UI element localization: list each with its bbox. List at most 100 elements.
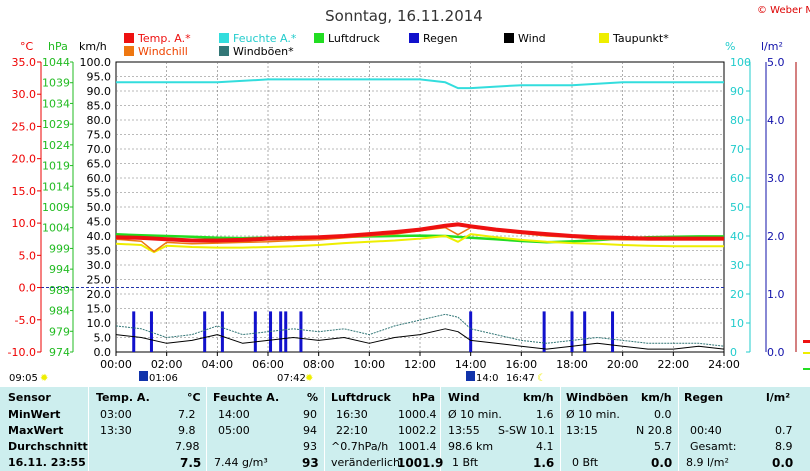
temp-tick-label: -10.0 <box>8 346 36 359</box>
legend-label-temp: Temp. A.* <box>137 32 191 45</box>
press-tick-label: 1014 <box>42 180 70 193</box>
hum-tick-label: 20 <box>730 288 744 301</box>
wind-tick-label: 60.0 <box>87 172 112 185</box>
hum-tick-label: 40 <box>730 230 744 243</box>
rain-tick-label: 2.0 <box>767 230 785 243</box>
stats-header-wind-unit: km/h <box>523 391 554 404</box>
sun-icon-left: ✹ <box>40 373 48 384</box>
series-lines <box>115 78 725 350</box>
rain-tick-label: 1.0 <box>767 288 785 301</box>
stats-cell: 1 Bft <box>452 456 479 469</box>
temp-tick-label: 25.0 <box>12 120 37 133</box>
rain-unit-label: l/m² <box>761 40 783 53</box>
temp-tick-label: 0.0 <box>19 282 37 295</box>
rain-tick-label: 4.0 <box>767 114 785 127</box>
series-line-temp <box>115 222 724 243</box>
temp-tick-label: -5.0 <box>15 314 36 327</box>
wind-tick-label: 35.0 <box>87 245 112 258</box>
stats-cell: veränderlich <box>331 456 400 469</box>
stats-row-label: Durchschnitt <box>8 440 88 453</box>
rain-tick-label: 3.0 <box>767 172 785 185</box>
stats-cell: 93 <box>303 440 317 453</box>
time-tick-label: 08:00 <box>303 358 335 371</box>
hum-tick-label: 30 <box>730 259 744 272</box>
temp-tick-label: 15.0 <box>12 185 37 198</box>
hum-unit-label: % <box>725 40 735 53</box>
hum-tick-label: 90 <box>730 85 744 98</box>
rain-bar <box>253 311 257 352</box>
stats-cell: N 20.8 <box>636 424 673 437</box>
legend-label-rain: Regen <box>423 32 458 45</box>
time-tick-label: 06:00 <box>252 358 284 371</box>
temp-tick-label: 30.0 <box>12 88 37 101</box>
chart-title: Sonntag, 16.11.2014 <box>325 7 483 25</box>
stats-cell: 7.98 <box>175 440 200 453</box>
temp-unit-label: °C <box>20 40 34 53</box>
wind-tick-label: 80.0 <box>87 114 112 127</box>
time-tick-label: 14:00 <box>455 358 487 371</box>
stats-separator <box>324 387 325 471</box>
rain-bar <box>611 311 615 352</box>
stats-cell: 00:40 <box>690 424 722 437</box>
left-time-label: 09:05 <box>9 373 38 384</box>
time-tick-label: 12:00 <box>404 358 436 371</box>
rain-axis: 5.0 4.0 3.0 2.0 1.0 0.0 <box>767 56 785 359</box>
wind-tick-label: 75.0 <box>87 129 112 142</box>
series-line-gust <box>115 313 725 347</box>
temp-tick-label: 5.0 <box>19 249 37 262</box>
rain-bar <box>469 311 473 352</box>
wind-axis: 100.0 95.090.0 85.080.0 75.070.0 65.060.0 55.… <box>80 56 112 359</box>
time-axis: 00:00 02:00 04:00 06:00 08:00 10:00 12:00 14:00… <box>100 352 740 371</box>
stats-cell: 7.44 g/m³ <box>214 456 268 469</box>
stats-cell: 7.5 <box>180 456 202 470</box>
stats-separator <box>440 387 441 471</box>
sunrise-time: 07:42 <box>277 373 306 384</box>
time-tick-label: 10:00 <box>353 358 385 371</box>
stats-cell: 4.1 <box>536 440 554 453</box>
wind-tick-label: 15.0 <box>87 303 112 316</box>
stats-separator <box>560 387 561 471</box>
stats-cell: 7.2 <box>178 408 196 421</box>
stats-cell: 8.9 l/m² <box>686 456 729 469</box>
legend-swatch-temp <box>124 33 134 43</box>
legend-label-windchill: Windchill <box>138 45 188 58</box>
stats-header-rain: Regen <box>684 391 724 404</box>
press-tick-label: 984 <box>49 305 70 318</box>
wind-tick-label: 95.0 <box>87 71 112 84</box>
stats-panel: Sensor Temp. A. °C Feuchte A. % Luftdruc… <box>0 387 810 471</box>
stats-header-hum-unit: % <box>307 391 319 404</box>
stats-cell: Ø 10 min. <box>566 408 620 421</box>
legend-swatch-wind <box>504 33 514 43</box>
time-tick-label: 24:00 <box>708 358 740 371</box>
stats-header-press: Luftdruck <box>331 391 391 404</box>
wind-unit-label: km/h <box>79 40 107 53</box>
wind-tick-label: 65.0 <box>87 158 112 171</box>
stats-cell: 0.0 <box>654 408 672 421</box>
wind-tick-label: 45.0 <box>87 216 112 229</box>
wind-tick-label: 100.0 <box>80 56 112 69</box>
hum-tick-label: 70 <box>730 143 744 156</box>
rain-bar <box>299 311 303 352</box>
wind-tick-label: 20.0 <box>87 288 112 301</box>
wind-tick-label: 10.0 <box>87 317 112 330</box>
rain-bar <box>570 311 574 352</box>
wind-tick-label: 55.0 <box>87 187 112 200</box>
press-tick-label: 989 <box>49 284 70 297</box>
press-tick-label: 1044 <box>42 56 70 69</box>
legend: Temp. A.* Feuchte A.* Luftdruck Regen Wi… <box>124 32 669 58</box>
sunset-time: 16:47 <box>506 373 535 384</box>
press-tick-label: 974 <box>49 346 70 359</box>
hum-tick-label: 80 <box>730 114 744 127</box>
press-tick-label: 1009 <box>42 201 70 214</box>
hum-tick-label: 60 <box>730 172 744 185</box>
stats-header-temp: Temp. A. <box>96 391 150 404</box>
stats-cell: 9.8 <box>178 424 196 437</box>
stats-header-press-unit: hPa <box>412 391 436 404</box>
rain-bar <box>203 311 207 352</box>
legend-label-wind: Wind <box>518 32 546 45</box>
series-line-dewpoint <box>115 233 724 254</box>
hum-tick-label: 0 <box>730 346 737 359</box>
moonrise-time: 14:0 <box>476 373 498 384</box>
legend-swatch-gust <box>219 46 229 56</box>
